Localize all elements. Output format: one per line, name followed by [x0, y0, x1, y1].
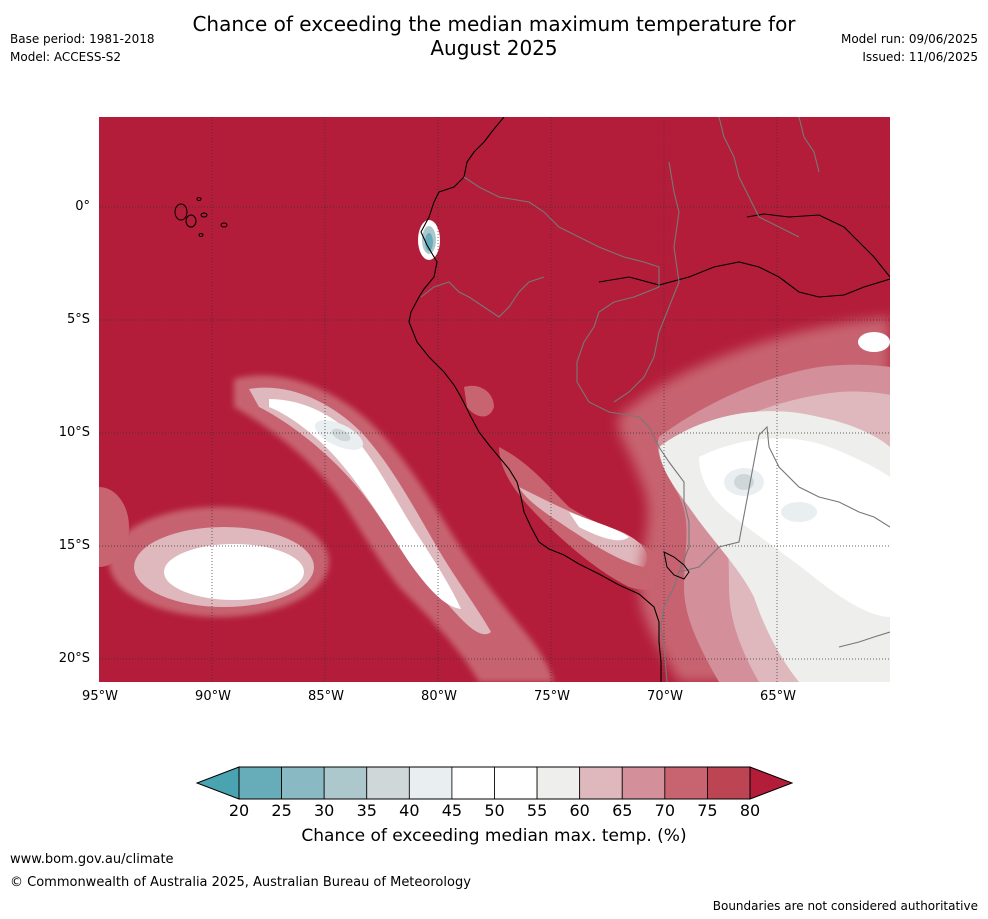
forecast-map	[99, 117, 890, 682]
colorbar-tick-label: 60	[569, 801, 590, 820]
model-name: Model: ACCESS-S2	[10, 50, 122, 64]
ecuador-peru-border	[420, 276, 545, 318]
lat-label-2: 10°S	[58, 425, 90, 440]
lon-label-6: 65°W	[760, 689, 796, 704]
colorbar-high-extend	[749, 766, 794, 800]
lon-label-4: 75°W	[534, 689, 570, 704]
colorbar-segment	[323, 766, 368, 800]
colorbar-segment	[579, 766, 623, 800]
northern-coastline	[746, 213, 890, 278]
base-period: Base period: 1981-2018	[10, 32, 155, 46]
bolivia-border	[678, 425, 890, 573]
issued-date: Issued: 11/06/2025	[862, 50, 978, 64]
colorbar-segments	[238, 766, 751, 800]
colorbar-tick-label: 50	[484, 801, 505, 820]
colorbar-tick-label: 75	[697, 801, 718, 820]
paraguay-border	[838, 631, 890, 648]
colorbar-segment	[536, 766, 581, 800]
colorbar-tick-label: 25	[271, 801, 292, 820]
lat-label-0: 0°	[75, 199, 90, 214]
lon-label-3: 80°W	[421, 689, 457, 704]
footer-copyright: © Commonwealth of Australia 2025, Austra…	[10, 875, 471, 890]
colorbar-segment	[408, 766, 453, 800]
lon-label-1: 90°W	[195, 689, 231, 704]
footer-disclaimer: Boundaries are not considered authoritat…	[712, 899, 978, 913]
header-left: Base period: 1981-2018 Model: ACCESS-S2	[10, 30, 155, 66]
colorbar-tick-label: 20	[228, 801, 250, 820]
title-line-1: Chance of exceeding the median maximum t…	[192, 12, 796, 36]
country-border-west	[463, 176, 690, 682]
colorbar-tick-label: 70	[654, 801, 675, 820]
lat-label-4: 20°S	[58, 651, 90, 666]
colorbar-tick-label: 55	[526, 801, 548, 820]
colorbar-segment	[494, 766, 538, 800]
guyana-border	[798, 117, 820, 173]
footer-url[interactable]: www.bom.gov.au/climate	[10, 852, 174, 867]
colorbar-tick-label: 65	[612, 801, 633, 820]
colorbar	[195, 766, 794, 800]
colorbar-tick-label: 80	[739, 801, 761, 820]
colorbar-low-extend	[195, 766, 240, 800]
venezuela-border	[718, 117, 800, 238]
lat-label-3: 15°S	[58, 538, 90, 553]
model-run: Model run: 09/06/2025	[840, 32, 978, 46]
lon-label-0: 95°W	[82, 689, 118, 704]
lon-label-2: 85°W	[308, 689, 344, 704]
ecuador-cold-spot	[418, 220, 440, 260]
title-line-2: August 2025	[430, 36, 558, 60]
offshore-anomaly-band	[234, 375, 554, 682]
colorbar-tick-label: 35	[356, 801, 377, 820]
lon-label-5: 70°W	[647, 689, 683, 704]
colorbar-segment	[664, 766, 708, 800]
south-america-coastline	[408, 117, 662, 682]
colorbar-label: Chance of exceeding median max. temp. (%…	[301, 826, 687, 846]
southwest-anomaly-blob	[99, 487, 329, 617]
colorbar-tick-label: 45	[441, 801, 463, 820]
colorbar-segment	[621, 766, 666, 800]
colorbar-segment	[707, 766, 751, 800]
colorbar-tick-label: 40	[399, 801, 420, 820]
galapagos-islands	[174, 197, 228, 237]
colombia-border	[613, 161, 680, 403]
colorbar-segment	[366, 766, 410, 800]
colorbar-segment	[238, 766, 282, 800]
colorbar-tick-label: 30	[313, 801, 335, 820]
colorbar-segment	[451, 766, 495, 800]
lat-label-1: 5°S	[66, 312, 90, 327]
eastern-interior-region	[618, 317, 890, 682]
map-title: Chance of exceeding the median maximum t…	[0, 12, 988, 60]
graticule	[99, 117, 890, 682]
header-right: Model run: 09/06/2025 Issued: 11/06/2025	[841, 30, 978, 66]
lake-titicaca	[663, 551, 690, 580]
colorbar-frame	[238, 766, 751, 800]
colorbar-segment	[281, 766, 325, 800]
